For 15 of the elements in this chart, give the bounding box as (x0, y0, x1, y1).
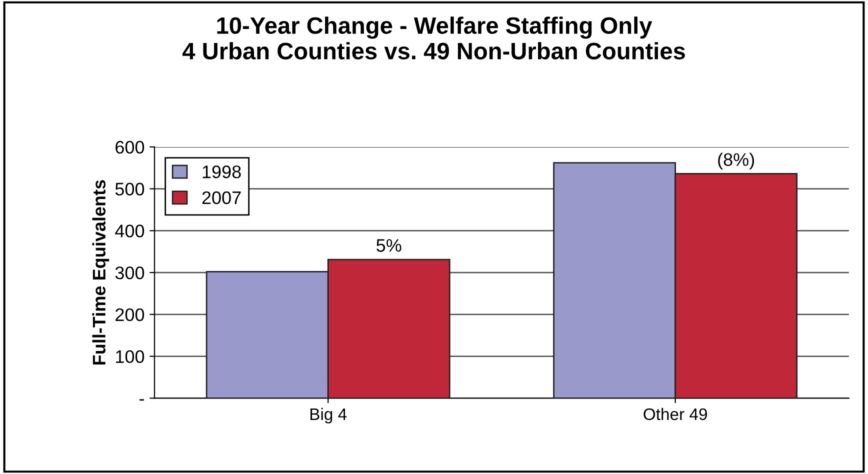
y-tick-label: 400 (115, 224, 144, 238)
y-axis-title: Full-Time Equivalents (92, 180, 110, 364)
chart-title: 10-Year Change - Welfare Staffing Only 4 Urban Counties vs. 49 Non-Urban Counties (182, 16, 685, 60)
y-tick-label: 500 (115, 182, 144, 196)
y-tick-label: 300 (115, 266, 144, 280)
y-tick-label: 600 (116, 140, 144, 154)
legend-label: 2007 (202, 191, 241, 204)
annotation: (8%) (718, 152, 754, 170)
y-tick-label: 200 (116, 308, 144, 322)
x-tick-label: Other 49 (644, 408, 707, 420)
legend-label: 1998 (202, 165, 241, 178)
y-tick-label: - (140, 399, 144, 401)
x-tick-label: Big 4 (310, 408, 347, 424)
annotation: 5% (376, 239, 402, 252)
y-tick-label: 100 (116, 350, 144, 364)
